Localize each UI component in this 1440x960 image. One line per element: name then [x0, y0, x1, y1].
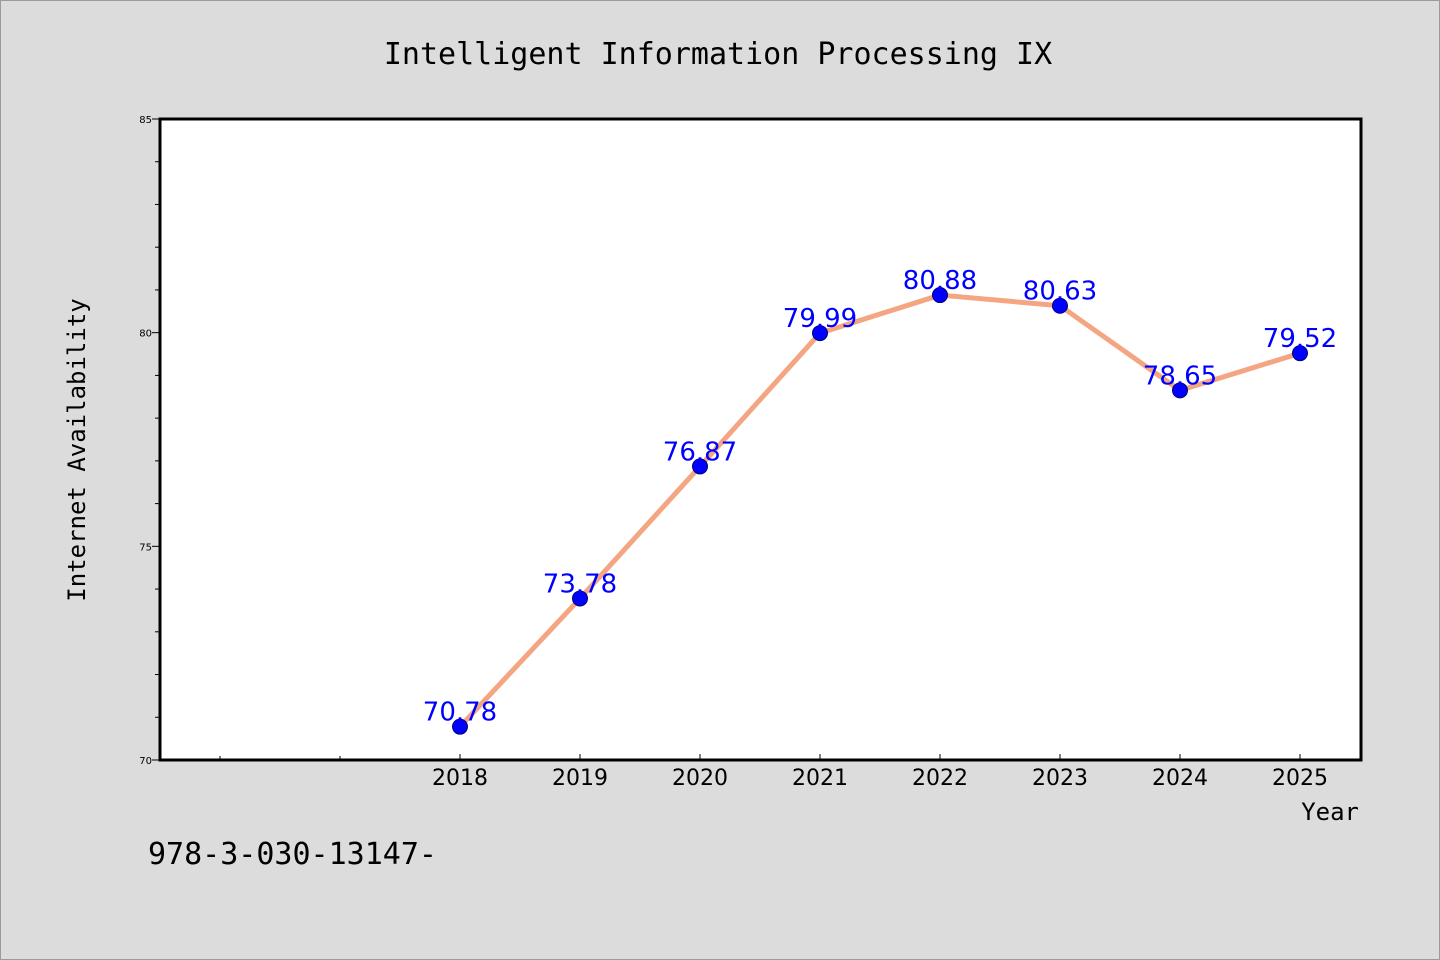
- y-tick-label: 85: [139, 115, 152, 126]
- y-tick-label: 75: [139, 542, 152, 553]
- data-point: [692, 458, 708, 475]
- y-tick-label: 70: [139, 756, 152, 767]
- chart-title: Intelligent Information Processing IX: [384, 37, 1052, 72]
- data-point: [932, 287, 948, 304]
- y-tick-label: 80: [139, 329, 152, 340]
- x-tick-label: 2022: [912, 766, 968, 791]
- data-point: [812, 325, 828, 342]
- y-axis-label: Internet Availability: [63, 298, 91, 601]
- x-tick-label: 2023: [1032, 766, 1088, 791]
- series-line: [457, 292, 1303, 730]
- x-tick-label: 2024: [1152, 766, 1208, 791]
- data-label: 80.88: [903, 266, 977, 296]
- y-axis-ticks: 70 75 80 85: [139, 115, 160, 767]
- x-tick-label: 2020: [672, 766, 728, 791]
- plot-area: [158, 117, 1363, 762]
- data-label: 80.63: [1023, 277, 1097, 307]
- x-axis-ticks: 2018 2019 2020 2021 2022 2023 2024 2025: [219, 754, 1328, 791]
- data-label: 73.78: [543, 569, 617, 599]
- x-tick-label: 2021: [792, 766, 848, 791]
- data-label: 79.99: [783, 304, 857, 334]
- data-label: 79.52: [1263, 324, 1337, 354]
- data-point: [1292, 345, 1308, 362]
- data-point: [572, 590, 588, 607]
- x-tick-label: 2018: [432, 766, 488, 791]
- data-label: 76.87: [663, 437, 737, 467]
- x-axis-label: Year: [1301, 798, 1359, 826]
- series-group: 70.78 73.78 76.87 79.99 80.88 80.63 78.65 79.52: [423, 266, 1337, 735]
- data-point: [1052, 297, 1068, 314]
- x-tick-label: 2025: [1272, 766, 1328, 791]
- footer-text: 978-3-030-13147-: [148, 837, 437, 872]
- data-label: 70.78: [423, 698, 497, 728]
- data-point: [1172, 382, 1188, 399]
- data-point: [452, 718, 468, 735]
- data-label: 78.65: [1143, 361, 1217, 391]
- x-tick-label: 2019: [552, 766, 608, 791]
